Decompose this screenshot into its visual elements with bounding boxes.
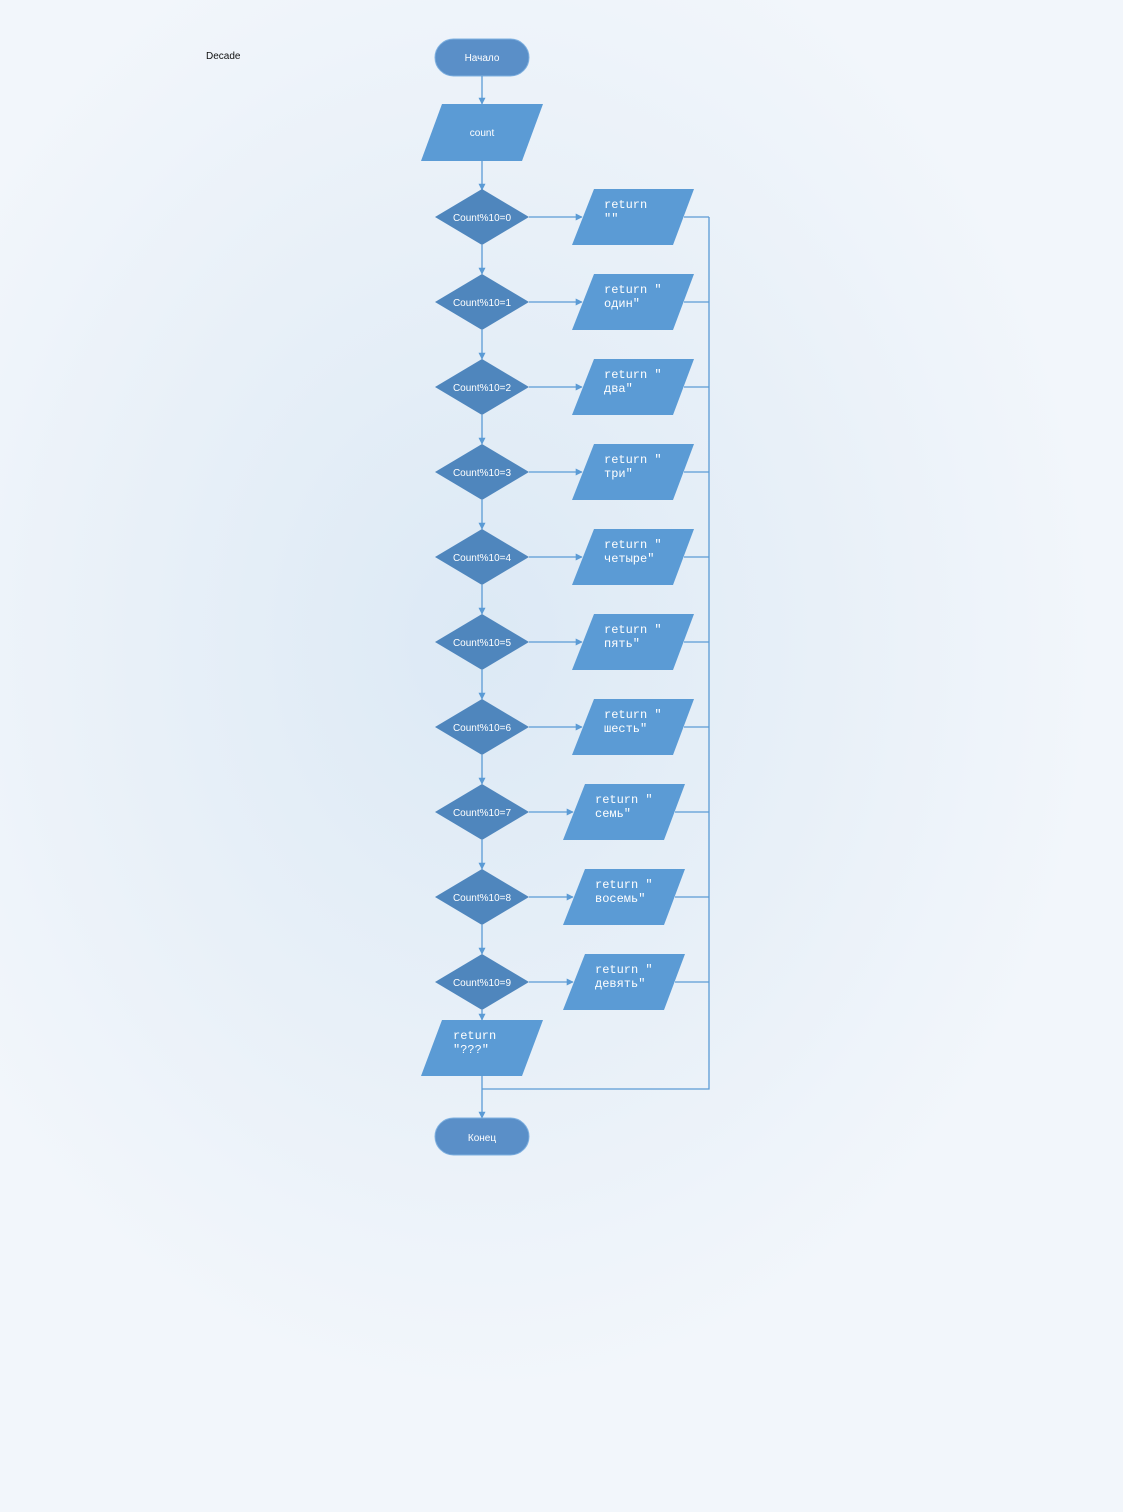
output-parallelogram	[572, 529, 694, 585]
output-label: ""	[604, 212, 618, 226]
output-parallelogram	[563, 784, 685, 840]
output-parallelogram	[572, 444, 694, 500]
default-output-label: "???"	[453, 1043, 489, 1057]
decision-label: Count%10=8	[453, 893, 512, 904]
output-label: один"	[604, 297, 640, 311]
decision-label: Count%10=2	[453, 383, 512, 394]
output-label: пять"	[604, 637, 640, 651]
output-parallelogram	[572, 614, 694, 670]
decision-label: Count%10=9	[453, 978, 512, 989]
output-label: return "	[604, 538, 662, 552]
end-terminal	[434, 1117, 530, 1156]
output-label: return "	[604, 708, 662, 722]
decision-label: Count%10=3	[453, 468, 512, 479]
decision-diamond	[435, 954, 529, 1010]
input-parallelogram	[421, 104, 543, 161]
output-label: return "	[604, 623, 662, 637]
output-label: return "	[604, 283, 662, 297]
decision-diamond	[435, 189, 529, 245]
output-label: девять"	[595, 977, 645, 991]
decision-diamond	[435, 869, 529, 925]
decision-label: Count%10=4	[453, 553, 512, 564]
output-label: return "	[595, 963, 653, 977]
decision-label: Count%10=1	[453, 298, 512, 309]
output-label: return "	[604, 368, 662, 382]
output-parallelogram	[563, 869, 685, 925]
output-label: два"	[604, 382, 633, 396]
default-output-label: return	[453, 1029, 496, 1043]
output-label: return "	[604, 453, 662, 467]
output-parallelogram	[572, 274, 694, 330]
output-parallelogram	[572, 359, 694, 415]
output-label: три"	[604, 467, 633, 481]
output-label: четыре"	[604, 552, 654, 566]
output-label: шесть"	[604, 722, 647, 736]
output-parallelogram	[563, 954, 685, 1010]
decision-label: Count%10=6	[453, 723, 512, 734]
start-label: Начало	[465, 53, 500, 64]
decision-diamond	[435, 699, 529, 755]
input-label: count	[470, 128, 495, 139]
page-title: Decade	[206, 51, 241, 62]
decision-label: Count%10=0	[453, 213, 512, 224]
output-label: семь"	[595, 807, 631, 821]
return-rail	[482, 217, 710, 1090]
output-label: return "	[595, 793, 653, 807]
decision-diamond	[435, 784, 529, 840]
decision-diamond	[435, 274, 529, 330]
decision-diamond	[435, 444, 529, 500]
decision-label: Count%10=7	[453, 808, 512, 819]
output-parallelogram	[572, 699, 694, 755]
default-output-parallelogram	[421, 1020, 543, 1076]
decision-diamond	[435, 359, 529, 415]
output-label: return "	[595, 878, 653, 892]
output-label: return	[604, 198, 647, 212]
output-parallelogram	[572, 189, 694, 245]
decision-diamond	[435, 614, 529, 670]
decision-label: Count%10=5	[453, 638, 512, 649]
output-label: восемь"	[595, 892, 645, 906]
end-label: Конец	[468, 1133, 496, 1144]
decision-diamond	[435, 529, 529, 585]
